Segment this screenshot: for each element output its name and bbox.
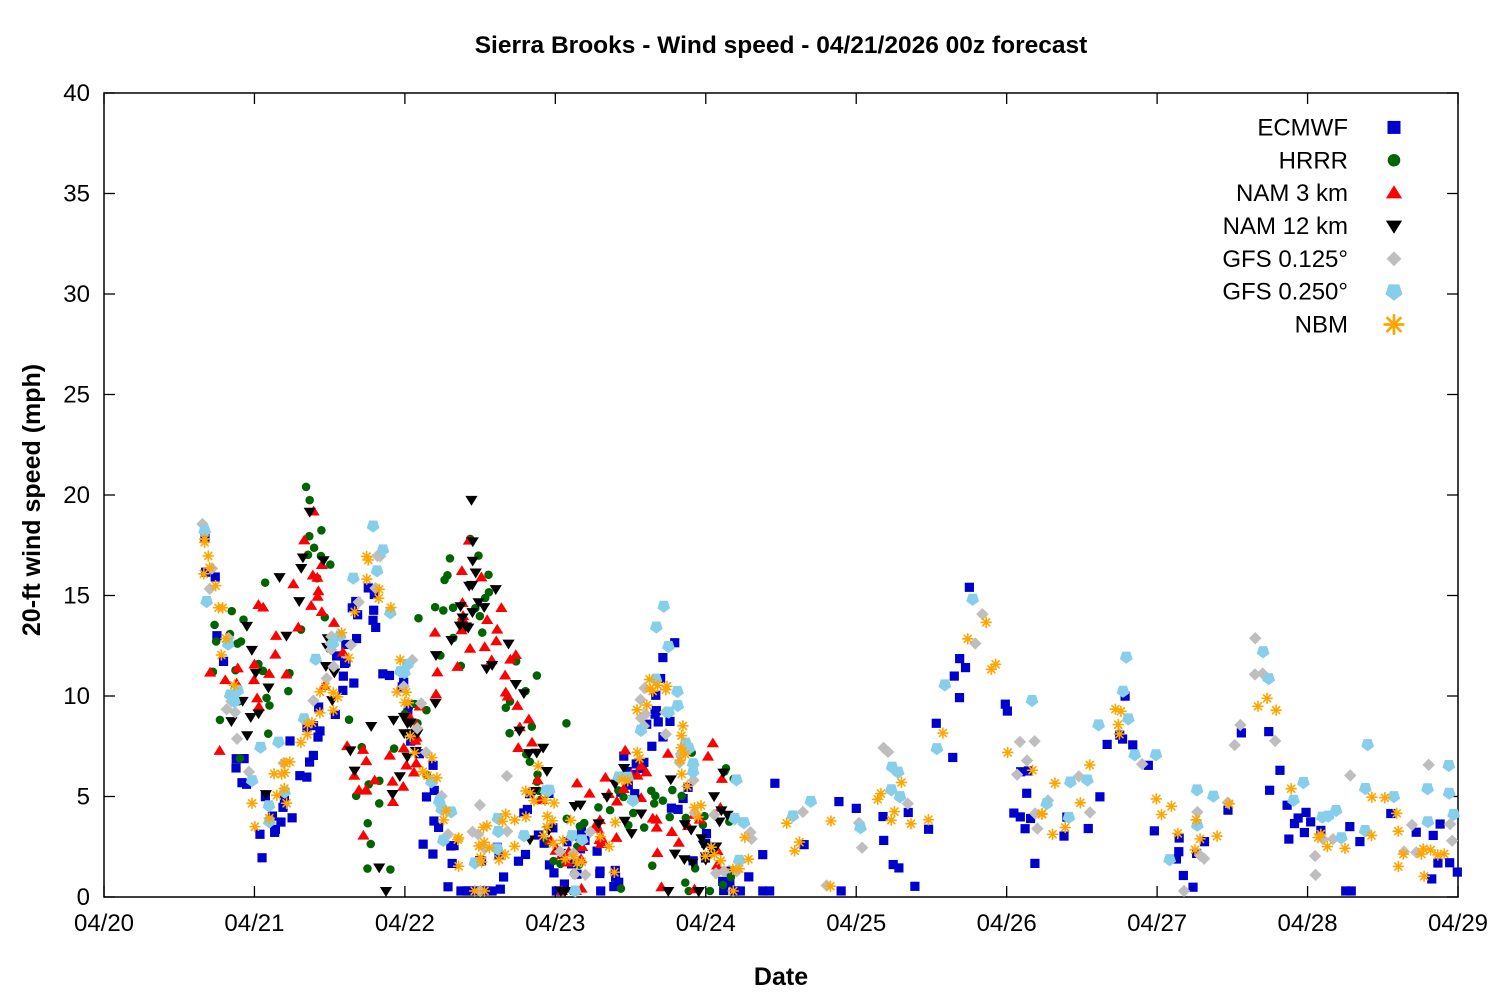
svg-text:20-ft wind speed (mph): 20-ft wind speed (mph): [18, 364, 46, 636]
svg-text:04/29: 04/29: [1428, 910, 1488, 937]
svg-text:25: 25: [63, 382, 90, 409]
svg-text:04/24: 04/24: [676, 910, 736, 937]
svg-text:Date: Date: [754, 963, 808, 991]
svg-text:04/27: 04/27: [1127, 910, 1187, 937]
svg-text:04/21: 04/21: [224, 910, 284, 937]
svg-text:04/28: 04/28: [1278, 910, 1338, 937]
svg-text:15: 15: [63, 583, 90, 610]
svg-text:Sierra Brooks - Wind speed - 0: Sierra Brooks - Wind speed - 04/21/2026 …: [475, 32, 1088, 59]
svg-text:HRRR: HRRR: [1279, 147, 1348, 174]
svg-text:35: 35: [63, 181, 90, 208]
svg-text:0: 0: [77, 884, 90, 911]
svg-text:NAM 12 km: NAM 12 km: [1223, 213, 1348, 240]
svg-text:30: 30: [63, 281, 90, 308]
svg-text:NBM: NBM: [1295, 312, 1348, 339]
svg-text:04/26: 04/26: [977, 910, 1037, 937]
svg-text:20: 20: [63, 482, 90, 509]
svg-text:GFS 0.250°: GFS 0.250°: [1222, 279, 1348, 306]
svg-text:04/20: 04/20: [74, 910, 134, 937]
svg-text:04/25: 04/25: [826, 910, 886, 937]
svg-text:GFS 0.125°: GFS 0.125°: [1222, 246, 1348, 273]
svg-text:ECMWF: ECMWF: [1257, 114, 1348, 141]
svg-text:04/22: 04/22: [375, 910, 435, 937]
svg-text:40: 40: [63, 80, 90, 107]
svg-text:10: 10: [63, 683, 90, 710]
svg-text:04/23: 04/23: [525, 910, 585, 937]
svg-text:5: 5: [77, 784, 90, 811]
svg-text:NAM 3 km: NAM 3 km: [1236, 180, 1348, 207]
